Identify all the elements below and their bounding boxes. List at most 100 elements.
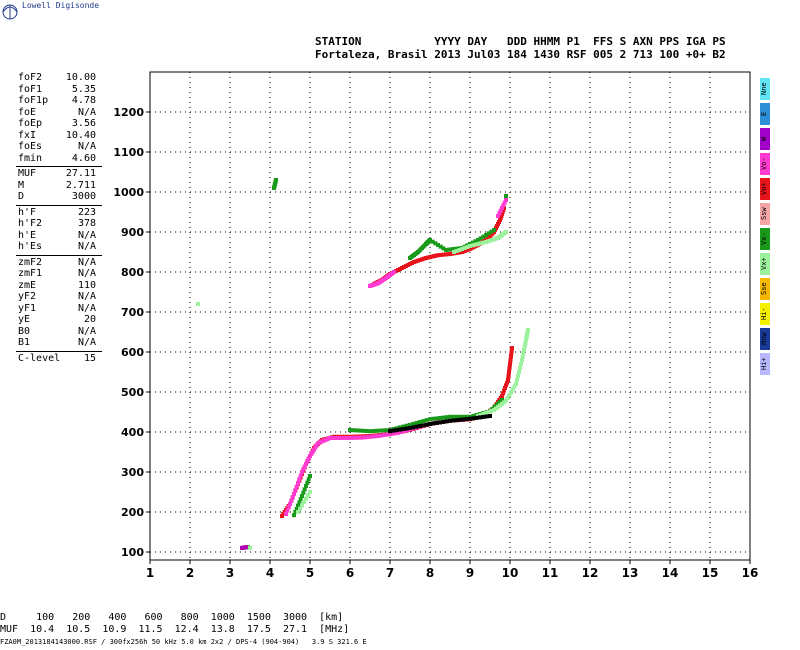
param-value: N/A (77, 141, 96, 152)
echo-point (386, 432, 390, 437)
echo-point (473, 239, 478, 244)
echo-point (301, 490, 306, 495)
echo-point (509, 354, 513, 358)
echo-point (284, 512, 288, 516)
echo-point (306, 477, 311, 482)
echo-point (304, 462, 308, 466)
echo-point (333, 436, 338, 440)
echo-point (379, 433, 384, 438)
echo-point (301, 467, 306, 472)
param-value: 10.40 (65, 129, 96, 141)
echo-point (446, 252, 450, 257)
echo-point (362, 435, 367, 440)
legend-item: Vo- (760, 153, 770, 175)
echo-point (506, 372, 511, 377)
y-tick-label: 800 (121, 266, 144, 279)
echo-point (504, 383, 508, 388)
echo-point (449, 247, 454, 252)
echo-point (502, 388, 506, 393)
echo-point (196, 302, 200, 306)
echo-point (523, 341, 528, 346)
param-separator (16, 166, 102, 167)
echo-point (376, 434, 380, 438)
echo-point (502, 231, 507, 235)
echo-point (248, 546, 252, 550)
x-tick-label: 2 (186, 566, 194, 580)
echo-point (404, 423, 409, 428)
echo-point (507, 367, 512, 372)
param-value: 223 (77, 206, 96, 218)
echo-point (292, 513, 296, 518)
echo-point (411, 425, 416, 430)
echo-point (304, 484, 308, 488)
echo-point (401, 424, 406, 429)
axis-ticks: 1 2 3 4 5 6 7 8 9 10 11 12 13 14 15 1610020030040050060… (113, 106, 758, 580)
param-label: zmF2 (18, 256, 43, 268)
echo-point (489, 409, 494, 413)
y-tick-label: 200 (121, 506, 144, 519)
echo-point (441, 246, 446, 251)
echo-point (458, 414, 462, 419)
legend-label: E (760, 111, 768, 117)
echo-point (390, 271, 395, 275)
echo-point (451, 414, 456, 419)
echo-point (460, 247, 464, 251)
x-tick-label: 11 (542, 566, 559, 580)
echo-point (418, 424, 422, 428)
legend-label: Hi+ (760, 357, 768, 371)
echo-point (296, 510, 300, 514)
legend-item: Hi+ (760, 353, 770, 375)
echo-point (408, 422, 412, 427)
echo-point (466, 247, 471, 252)
echo-point (297, 477, 302, 482)
echo-point (478, 236, 483, 241)
echo-point (431, 416, 436, 421)
echo-point (354, 428, 359, 433)
echo-point (510, 346, 514, 350)
echo-point (302, 464, 307, 469)
echo-point (298, 506, 302, 511)
legend-item: Hi- (760, 303, 770, 325)
echo-point (458, 417, 462, 422)
echo-point (293, 488, 298, 493)
echo-point (476, 242, 480, 246)
echo-point (441, 419, 446, 424)
legend-label: Hi- (760, 307, 768, 321)
param-value: N/A (77, 256, 96, 268)
legend-item: Ssw (760, 203, 770, 225)
x-tick-label: 6 (346, 566, 354, 580)
echo-point (515, 378, 519, 382)
echo-point (462, 246, 467, 250)
echo-point (374, 428, 379, 433)
param-label: h'F (18, 206, 37, 218)
echo-point (507, 370, 511, 374)
echo-point (506, 378, 510, 382)
echo-point (452, 247, 456, 251)
param-label: yF2 (18, 291, 37, 302)
x-tick-label: 9 (466, 566, 474, 580)
param-label: fmin (18, 152, 43, 164)
echo-point (489, 229, 494, 234)
echo-point (473, 242, 478, 247)
echo-point (476, 238, 480, 242)
plot-frame (149, 71, 751, 561)
echo-point (414, 420, 419, 425)
param-value: 5.35 (71, 83, 96, 95)
param-value: 27.11 (65, 168, 96, 179)
echo-point (510, 387, 515, 392)
param-label: h'F2 (18, 218, 43, 229)
echo-point (298, 473, 303, 478)
echo-point (357, 435, 362, 440)
echo-point (408, 426, 412, 430)
echo-point (351, 428, 356, 433)
echo-point (289, 498, 294, 503)
y-tick-label: 1000 (113, 186, 144, 199)
param-value: 378 (77, 218, 96, 229)
echo-point (522, 348, 526, 352)
file-info: FZA0M_2013184143000.RSF / 300fx256h 50 k… (0, 638, 367, 646)
parameter-table: foF2 10.00 foF1 5.35 foF1p 4.78 foE N/A foEp 3.56… (0, 72, 102, 402)
echo-point (305, 480, 310, 485)
y-tick-label: 400 (121, 426, 144, 439)
echo-point (484, 414, 489, 419)
x-tick-label: 4 (266, 566, 274, 580)
